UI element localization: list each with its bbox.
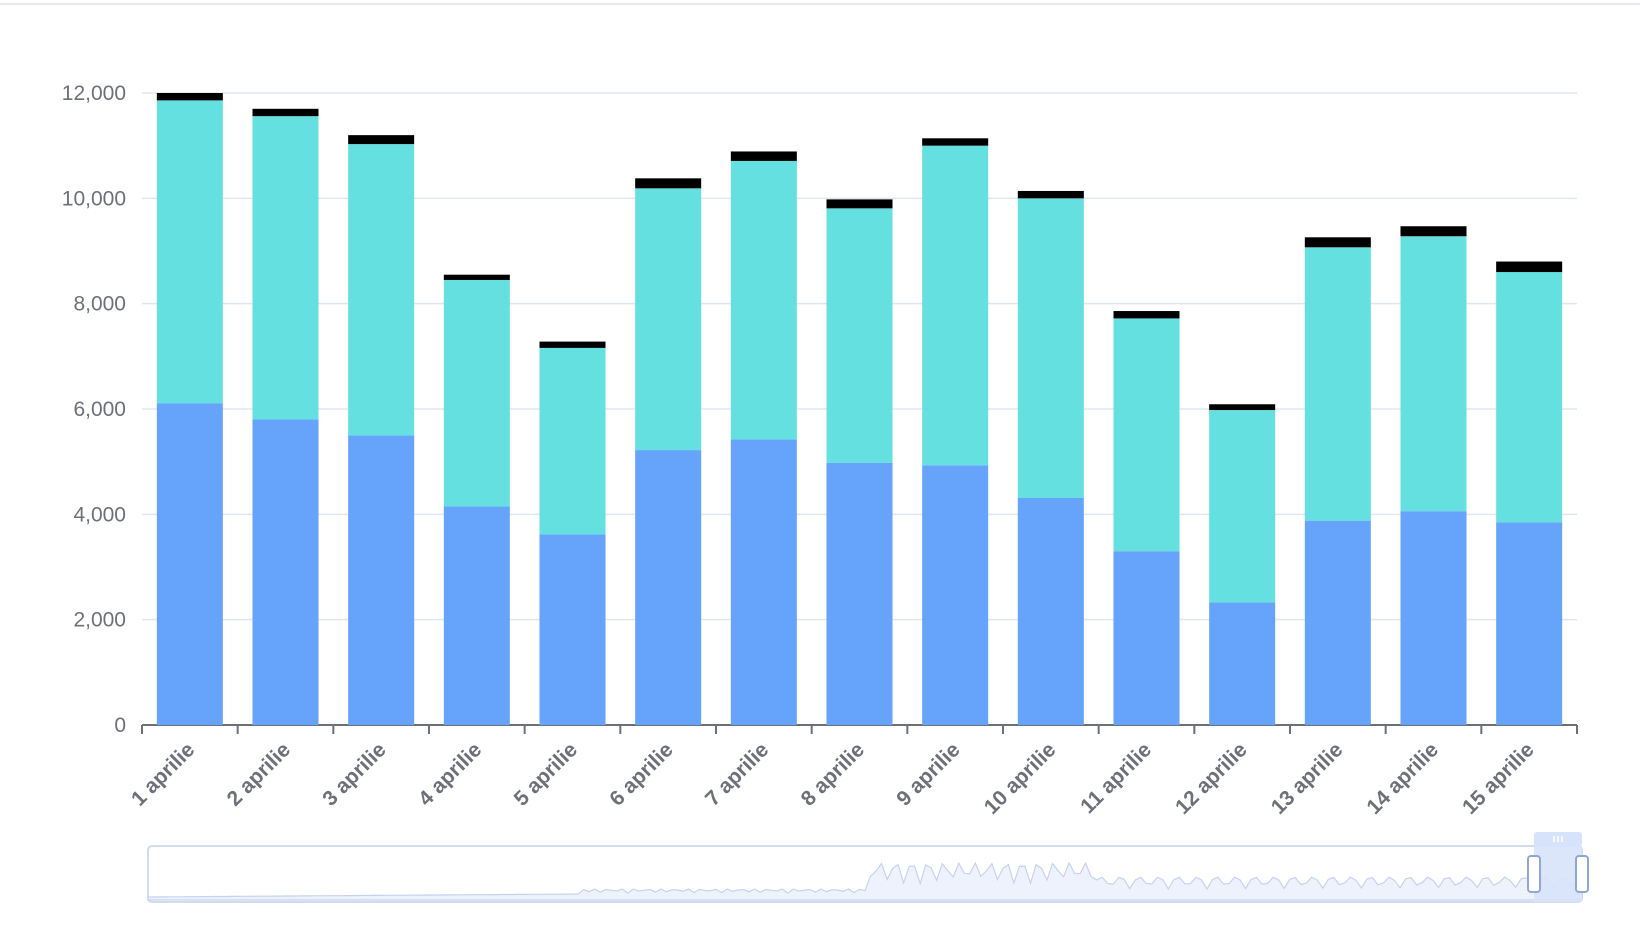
x-tick-label: 5 aprilie: [510, 738, 582, 810]
x-tick-label: 11 aprilie: [1076, 738, 1156, 818]
data-zoom-right-handle[interactable]: [1575, 855, 1589, 893]
bar-segment-1[interactable]: [1113, 551, 1180, 725]
bar-segment-2[interactable]: [1209, 410, 1276, 603]
bar-segment-2[interactable]: [826, 208, 893, 463]
bar-segment-3[interactable]: [922, 138, 989, 146]
bar-segment-3[interactable]: [1496, 261, 1563, 273]
bar-segment-3[interactable]: [1400, 226, 1467, 237]
bar-segment-1[interactable]: [156, 403, 223, 725]
bar-segment-2[interactable]: [539, 347, 606, 535]
bar-segment-3[interactable]: [1017, 190, 1084, 199]
data-zoom-selection[interactable]: [1534, 846, 1582, 902]
bar-segment-3[interactable]: [730, 151, 797, 161]
bar-segment-1[interactable]: [730, 439, 797, 725]
bar-segment-2[interactable]: [443, 279, 510, 507]
y-tick-label: 12,000: [62, 82, 126, 105]
bar-segment-2[interactable]: [730, 160, 797, 440]
bar-segment-2[interactable]: [1496, 272, 1563, 523]
x-tick-label: 1 aprilie: [127, 738, 199, 810]
y-tick-label: 8,000: [73, 293, 126, 316]
bar-segment-3[interactable]: [1304, 237, 1371, 248]
bar-segment-1[interactable]: [1496, 522, 1563, 725]
bar-segment-1[interactable]: [1304, 520, 1371, 725]
bar-segment-1[interactable]: [1209, 602, 1276, 725]
bar-segment-2[interactable]: [1017, 198, 1084, 499]
x-tick-label: 12 aprilie: [1171, 738, 1252, 819]
x-tick-label: 10 aprilie: [980, 738, 1061, 819]
bar-segment-3[interactable]: [252, 108, 319, 117]
y-tick-label: 6,000: [73, 398, 126, 421]
bar-segment-1[interactable]: [635, 450, 702, 725]
bar-segment-3[interactable]: [348, 135, 415, 145]
bar-segment-3[interactable]: [826, 199, 893, 209]
bar-segment-2[interactable]: [1304, 247, 1371, 521]
bar-segment-2[interactable]: [635, 188, 702, 451]
y-tick-label: 4,000: [73, 503, 126, 526]
x-tick-label: 13 aprilie: [1267, 738, 1348, 819]
y-tick-label: 2,000: [73, 609, 126, 632]
bar-segment-2[interactable]: [348, 144, 415, 436]
x-tick-label: 2 aprilie: [223, 738, 295, 810]
bar-segment-2[interactable]: [1400, 236, 1467, 512]
x-tick-label: 15 aprilie: [1458, 738, 1539, 819]
y-tick-label: 0: [114, 714, 126, 737]
data-zoom-overview: [147, 861, 1583, 901]
x-tick-label: 7 aprilie: [701, 738, 773, 810]
bar-segment-2[interactable]: [922, 145, 989, 466]
bar-segment-1[interactable]: [539, 534, 606, 725]
x-tick-label: 3 aprilie: [318, 738, 390, 810]
y-tick-label: 10,000: [62, 187, 126, 210]
bar-segment-2[interactable]: [156, 100, 223, 404]
x-tick-label: 14 aprilie: [1362, 738, 1443, 819]
bar-segment-1[interactable]: [252, 419, 319, 725]
bar-segment-1[interactable]: [1400, 511, 1467, 725]
bar-segment-3[interactable]: [635, 178, 702, 189]
data-zoom-left-handle[interactable]: [1527, 855, 1541, 893]
bar-segment-2[interactable]: [252, 116, 319, 420]
bar-segment-1[interactable]: [443, 506, 510, 725]
bar-segment-3[interactable]: [539, 341, 606, 348]
bar-segment-1[interactable]: [1017, 498, 1084, 725]
bar-segment-1[interactable]: [826, 462, 893, 725]
bar-segment-2[interactable]: [1113, 318, 1180, 552]
bar-segment-1[interactable]: [922, 465, 989, 725]
bar-segment-3[interactable]: [1113, 311, 1180, 319]
bar-segment-3[interactable]: [156, 93, 223, 101]
x-tick-label: 9 aprilie: [892, 738, 964, 810]
x-tick-label: 6 aprilie: [605, 738, 677, 810]
bar-segment-1[interactable]: [348, 435, 415, 725]
bar-segment-3[interactable]: [1209, 404, 1276, 411]
x-tick-label: 8 aprilie: [797, 738, 869, 810]
x-tick-label: 4 aprilie: [414, 738, 486, 810]
bar-segment-3[interactable]: [443, 274, 510, 280]
top-divider: [0, 3, 1640, 5]
